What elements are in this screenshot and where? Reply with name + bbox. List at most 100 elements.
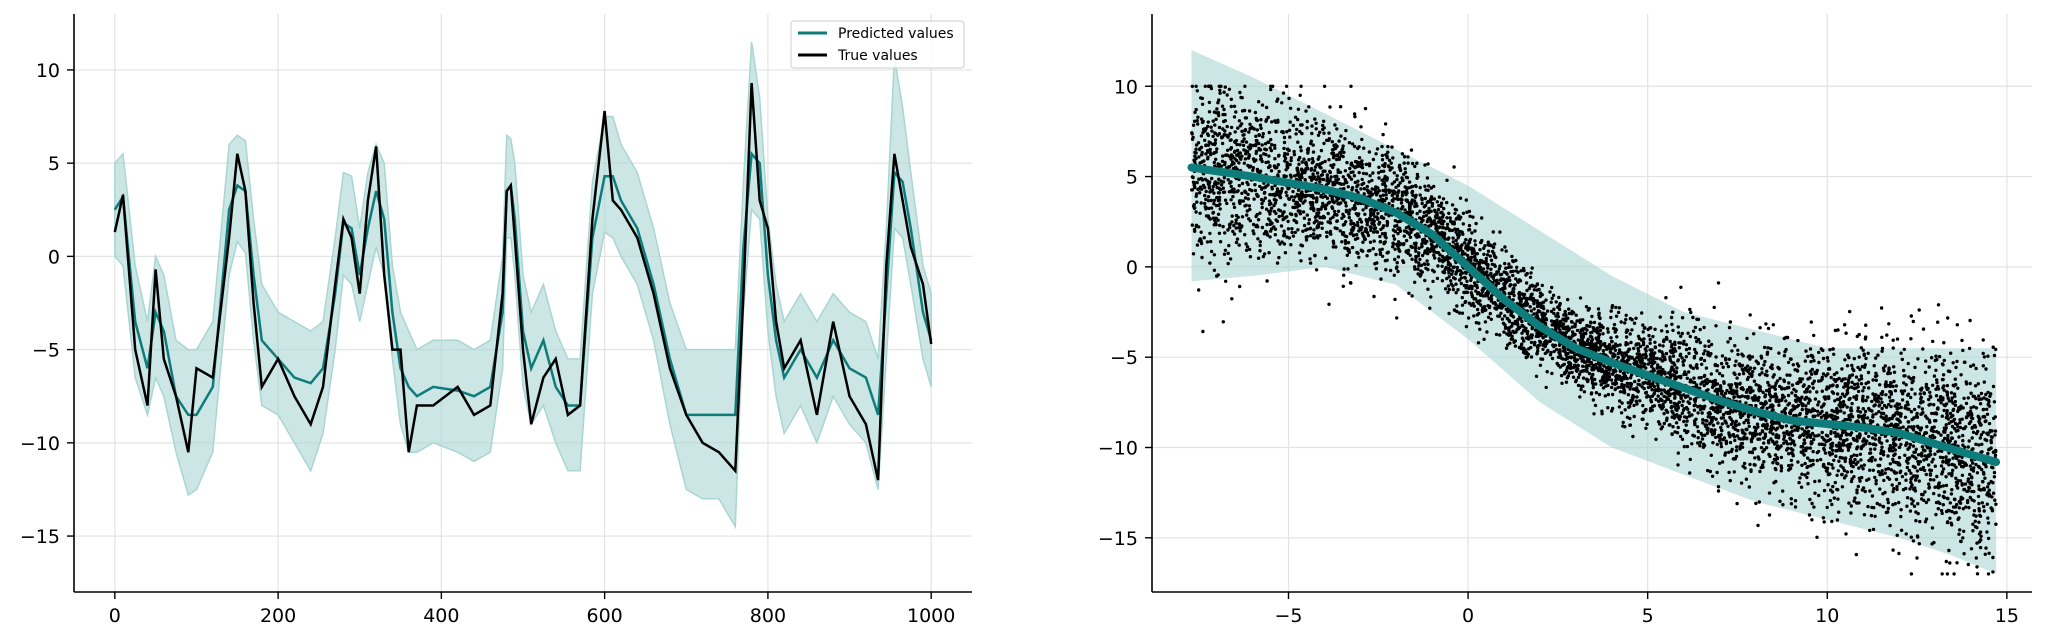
scatter-point (1289, 243, 1293, 247)
scatter-point (1489, 296, 1493, 300)
scatter-point (1842, 468, 1847, 473)
scatter-point (1863, 489, 1867, 494)
scatter-point (1721, 365, 1725, 369)
scatter-point (1342, 273, 1346, 277)
scatter-point (1869, 456, 1873, 461)
scatter-point (1790, 433, 1795, 438)
scatter-point (1407, 291, 1411, 295)
scatter-point (1260, 187, 1264, 191)
scatter-point (1700, 437, 1705, 441)
scatter-point (1368, 240, 1373, 244)
scatter-point (1702, 407, 1706, 411)
scatter-point (1840, 367, 1844, 371)
scatter-point (1361, 171, 1366, 176)
scatter-point (1417, 264, 1421, 268)
scatter-point (1229, 125, 1234, 130)
scatter-point (1240, 129, 1244, 133)
scatter-point (1804, 404, 1808, 408)
scatter-point (1698, 407, 1703, 412)
scatter-point (1762, 441, 1766, 445)
scatter-point (1314, 121, 1318, 126)
scatter-point (1480, 216, 1484, 220)
scatter-point (1727, 383, 1731, 387)
scatter-point (1832, 496, 1837, 500)
scatter-point (1259, 126, 1263, 130)
scatter-point (1503, 261, 1507, 266)
scatter-point (1669, 400, 1673, 404)
scatter-point (1647, 333, 1651, 338)
scatter-point (1533, 340, 1537, 345)
scatter-point (1662, 421, 1667, 426)
scatter-point (1514, 269, 1519, 273)
scatter-point (1658, 365, 1663, 370)
scatter-point (1893, 404, 1897, 408)
scatter-point (1684, 347, 1689, 352)
scatter-point (1994, 347, 1998, 352)
scatter-point (1659, 398, 1664, 402)
scatter-point (1663, 400, 1667, 404)
scatter-point (1708, 421, 1712, 425)
scatter-point (1319, 173, 1324, 177)
scatter-point (1981, 407, 1986, 412)
scatter-point (1742, 461, 1747, 466)
scatter-point (1849, 470, 1854, 474)
scatter-point (1203, 201, 1207, 206)
scatter-point (1883, 471, 1887, 475)
scatter-point (1482, 337, 1486, 341)
scatter-point (1694, 350, 1698, 354)
scatter-point (1347, 248, 1351, 252)
scatter-point (1984, 546, 1988, 550)
scatter-point (1610, 392, 1615, 397)
scatter-point (1912, 425, 1916, 429)
scatter-point (1460, 311, 1465, 315)
scatter-point (1358, 217, 1362, 221)
scatter-point (1269, 137, 1273, 142)
scatter-point (1489, 317, 1494, 321)
scatter-point (1835, 392, 1840, 396)
scatter-point (1516, 325, 1521, 329)
scatter-point (1299, 198, 1303, 203)
scatter-point (1325, 179, 1329, 183)
scatter-point (1671, 354, 1676, 358)
scatter-point (1867, 434, 1871, 439)
scatter-point (1238, 90, 1242, 95)
scatter-point (1366, 233, 1371, 238)
scatter-point (1882, 478, 1886, 483)
scatter-point (1954, 365, 1958, 370)
scatter-point (1302, 223, 1307, 228)
scatter-point (1524, 326, 1528, 331)
scatter-point (1305, 213, 1310, 217)
scatter-point (1891, 384, 1895, 389)
scatter-point (1700, 411, 1704, 415)
scatter-point (1415, 211, 1419, 216)
scatter-point (1899, 414, 1903, 418)
scatter-point (1451, 236, 1455, 240)
scatter-point (1820, 389, 1825, 393)
scatter-point (1765, 373, 1769, 378)
scatter-point (1508, 278, 1512, 282)
scatter-point (1935, 474, 1939, 479)
scatter-point (1877, 438, 1881, 442)
scatter-point (1504, 249, 1508, 253)
scatter-point (1950, 436, 1954, 440)
scatter-point (1396, 269, 1400, 274)
scatter-point (1511, 259, 1516, 264)
scatter-point (1530, 266, 1534, 270)
scatter-point (1922, 468, 1927, 473)
scatter-point (1918, 519, 1922, 524)
scatter-point (1436, 264, 1440, 268)
scatter-point (1469, 278, 1473, 283)
scatter-point (1871, 392, 1875, 396)
scatter-point (1625, 381, 1629, 386)
scatter-point (1627, 347, 1631, 352)
scatter-point (1895, 487, 1899, 492)
scatter-point (1748, 313, 1752, 317)
scatter-point (1350, 142, 1355, 146)
scatter-point (1939, 464, 1944, 468)
scatter-point (1624, 343, 1628, 347)
scatter-point (1499, 272, 1504, 277)
scatter-point (1442, 206, 1446, 211)
scatter-point (1790, 383, 1795, 387)
scatter-point (1715, 369, 1719, 373)
scatter-point (1562, 372, 1567, 376)
